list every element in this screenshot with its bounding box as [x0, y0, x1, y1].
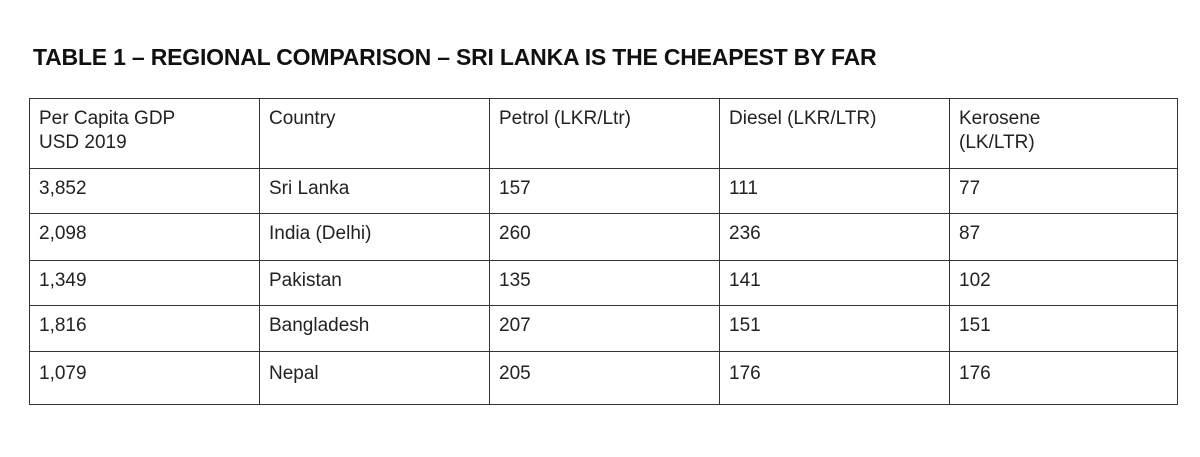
cell-country: Nepal: [259, 351, 490, 405]
table-row: 1,079 Nepal 205 176 176: [29, 351, 1178, 405]
table-row: 2,098 India (Delhi) 260 236 87: [29, 213, 1178, 261]
cell-diesel: 141: [719, 260, 950, 306]
table-row: 1,816 Bangladesh 207 151 151: [29, 305, 1178, 352]
cell-country: India (Delhi): [259, 213, 490, 261]
cell-petrol: 135: [489, 260, 720, 306]
cell-diesel: 151: [719, 305, 950, 352]
cell-kerosene: 151: [949, 305, 1178, 352]
cell-kerosene: 102: [949, 260, 1178, 306]
cell-petrol: 205: [489, 351, 720, 405]
cell-kerosene: 176: [949, 351, 1178, 405]
regional-comparison-table: Per Capita GDP USD 2019 Country Petrol (…: [29, 98, 1178, 405]
cell-diesel: 176: [719, 351, 950, 405]
cell-country: Bangladesh: [259, 305, 490, 352]
header-country: Country: [259, 98, 490, 169]
header-petrol: Petrol (LKR/Ltr): [489, 98, 720, 169]
cell-petrol: 207: [489, 305, 720, 352]
header-kerosene: Kerosene (LK/LTR): [949, 98, 1178, 169]
cell-country: Pakistan: [259, 260, 490, 306]
cell-gdp: 1,079: [29, 351, 260, 405]
table-header-row: Per Capita GDP USD 2019 Country Petrol (…: [29, 98, 1178, 169]
table-row: 3,852 Sri Lanka 157 111 77: [29, 168, 1178, 214]
cell-country: Sri Lanka: [259, 168, 490, 214]
cell-gdp: 2,098: [29, 213, 260, 261]
table-row: 1,349 Pakistan 135 141 102: [29, 260, 1178, 306]
cell-petrol: 260: [489, 213, 720, 261]
cell-kerosene: 87: [949, 213, 1178, 261]
table-title: TABLE 1 – REGIONAL COMPARISON – SRI LANK…: [33, 44, 877, 70]
cell-diesel: 236: [719, 213, 950, 261]
header-per-capita-gdp: Per Capita GDP USD 2019: [29, 98, 260, 169]
cell-diesel: 111: [719, 168, 950, 214]
header-diesel: Diesel (LKR/LTR): [719, 98, 950, 169]
cell-gdp: 1,349: [29, 260, 260, 306]
cell-kerosene: 77: [949, 168, 1178, 214]
cell-gdp: 3,852: [29, 168, 260, 214]
cell-petrol: 157: [489, 168, 720, 214]
cell-gdp: 1,816: [29, 305, 260, 352]
